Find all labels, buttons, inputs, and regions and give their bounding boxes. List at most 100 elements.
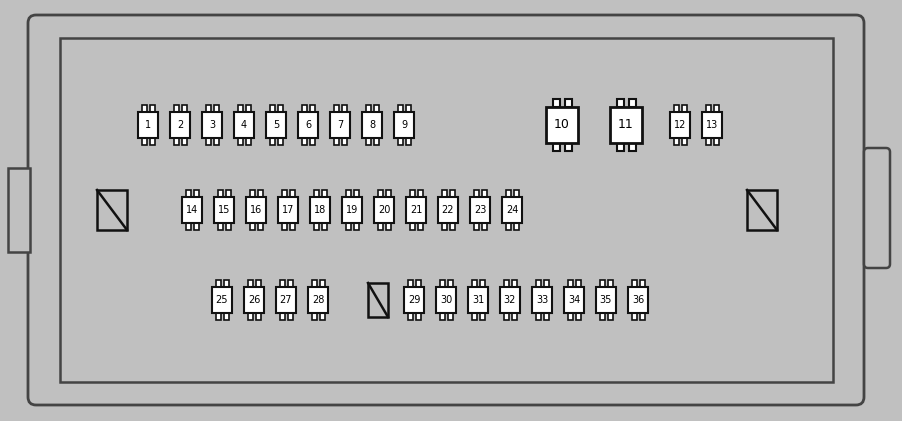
Bar (330, 112, 350, 138)
Bar (616, 99, 623, 107)
Bar (309, 105, 315, 112)
Bar (565, 99, 572, 107)
Bar (564, 287, 584, 313)
Bar (629, 99, 636, 107)
Bar (314, 223, 318, 230)
Bar (502, 197, 522, 223)
Bar (449, 190, 455, 197)
Bar (544, 280, 548, 287)
Bar (373, 105, 379, 112)
Bar (298, 112, 318, 138)
Bar (226, 223, 231, 230)
Text: 21: 21 (410, 205, 422, 215)
Text: 25: 25 (216, 295, 228, 305)
Bar (439, 280, 445, 287)
Bar (439, 313, 445, 320)
Bar (255, 313, 261, 320)
Bar (308, 287, 328, 313)
Bar (237, 105, 243, 112)
Bar (301, 138, 307, 145)
Bar (237, 138, 243, 145)
Bar (503, 313, 509, 320)
Bar (270, 105, 274, 112)
Bar (536, 313, 540, 320)
Text: 3: 3 (209, 120, 215, 130)
Bar (250, 223, 254, 230)
FancyBboxPatch shape (28, 15, 864, 405)
Text: 33: 33 (536, 295, 548, 305)
Bar (505, 190, 511, 197)
Bar (288, 313, 292, 320)
Bar (181, 105, 187, 112)
Bar (345, 223, 351, 230)
Text: 8: 8 (369, 120, 375, 130)
Bar (600, 280, 604, 287)
Bar (608, 313, 612, 320)
Bar (404, 287, 424, 313)
Bar (511, 280, 517, 287)
Bar (150, 105, 154, 112)
Bar (257, 190, 262, 197)
Text: 10: 10 (554, 118, 570, 131)
Bar (410, 190, 415, 197)
Bar (640, 313, 645, 320)
Bar (474, 223, 478, 230)
Text: 18: 18 (314, 205, 327, 215)
Bar (544, 313, 548, 320)
Bar (202, 112, 222, 138)
Text: 27: 27 (280, 295, 292, 305)
Bar (186, 190, 190, 197)
Bar (470, 197, 490, 223)
Text: 15: 15 (217, 205, 230, 215)
Bar (8, 168, 30, 252)
Bar (142, 105, 146, 112)
Bar (362, 112, 382, 138)
Text: 23: 23 (474, 205, 486, 215)
Bar (600, 313, 604, 320)
Text: 9: 9 (400, 120, 407, 130)
Bar (682, 105, 686, 112)
Bar (532, 287, 552, 313)
Bar (224, 313, 228, 320)
Bar (266, 112, 286, 138)
Bar (142, 138, 146, 145)
Bar (418, 190, 422, 197)
Bar (244, 287, 264, 313)
Bar (436, 287, 456, 313)
Bar (374, 197, 394, 223)
Text: 26: 26 (248, 295, 260, 305)
Bar (480, 280, 484, 287)
Text: 4: 4 (241, 120, 247, 130)
Bar (270, 138, 274, 145)
Text: 7: 7 (336, 120, 343, 130)
Bar (250, 190, 254, 197)
Bar (280, 280, 284, 287)
Bar (186, 223, 190, 230)
Text: 5: 5 (273, 120, 279, 130)
Bar (97, 190, 127, 230)
Bar (474, 190, 478, 197)
Bar (575, 280, 581, 287)
Text: 36: 36 (632, 295, 644, 305)
Bar (567, 313, 573, 320)
Text: 29: 29 (408, 295, 420, 305)
Bar (290, 190, 294, 197)
Bar (138, 112, 158, 138)
Bar (321, 190, 327, 197)
Bar (608, 280, 612, 287)
Bar (194, 190, 198, 197)
Bar (280, 313, 284, 320)
Bar (342, 105, 346, 112)
Bar (438, 197, 458, 223)
Bar (206, 105, 210, 112)
Bar (553, 143, 559, 151)
Bar (281, 223, 287, 230)
Bar (472, 280, 476, 287)
Bar (674, 138, 678, 145)
Bar (682, 138, 686, 145)
Bar (447, 280, 453, 287)
Bar (226, 190, 231, 197)
Bar (441, 190, 446, 197)
Bar (378, 223, 382, 230)
Bar (278, 197, 298, 223)
